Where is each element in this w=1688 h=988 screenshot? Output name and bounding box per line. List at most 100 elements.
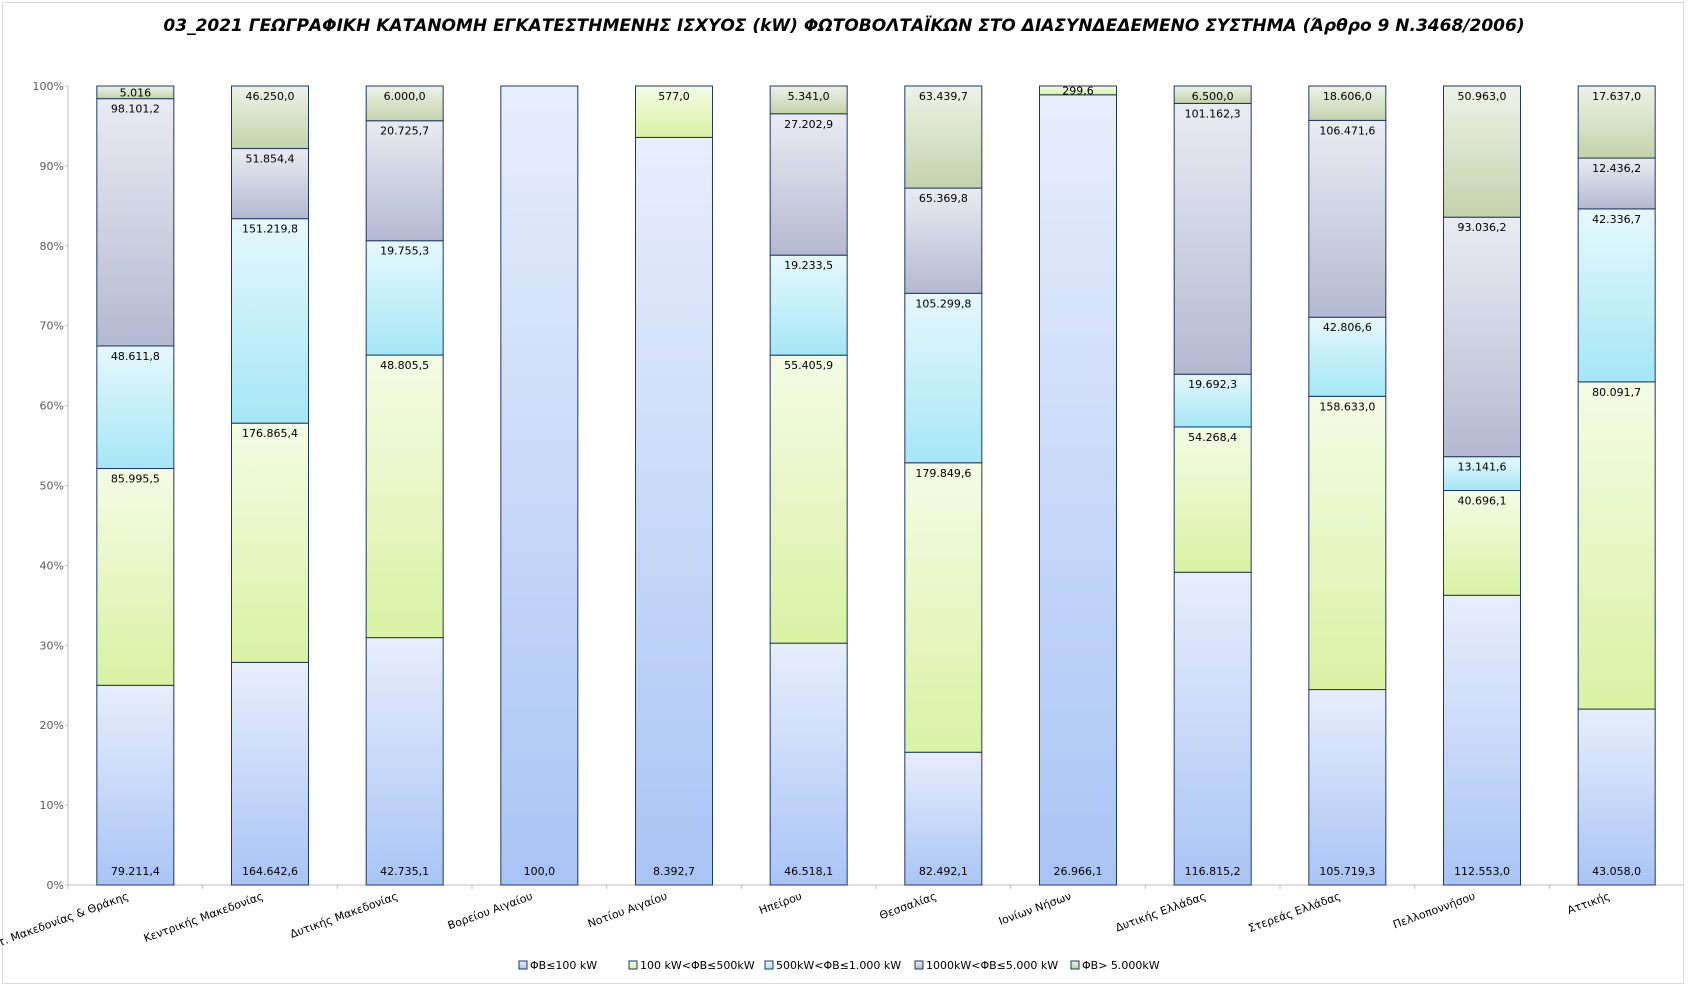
bar-segment [769,113,848,256]
bar-segment [1308,316,1387,397]
bar-segment [1173,102,1252,375]
data-label: 158.633,0 [1319,400,1375,413]
data-label: 82.492,1 [919,865,968,878]
data-label: 6.500,0 [1192,90,1234,103]
data-label: 299,6 [1062,84,1094,97]
data-label: 179.849,6 [915,467,971,480]
bar-segment [904,85,983,189]
data-label: 93.036,2 [1458,221,1507,234]
data-label: 17.637,0 [1592,90,1641,103]
legend-swatch [914,960,924,970]
data-label: 46.250,0 [246,90,295,103]
bar-stack: 82.492,1 179.849,6 105.299,8 65.369,8 63.439… [904,85,983,886]
bar-segment [1577,708,1656,886]
data-label: 63.439,7 [919,90,968,103]
data-label: 176.865,4 [242,427,298,440]
bar-segment [96,85,175,100]
data-label: 105.299,8 [915,297,971,310]
y-tick-label: 40% [40,559,64,572]
bar-segment [1308,119,1387,318]
data-label: 6.000,0 [384,90,426,103]
bar-segment [1173,426,1252,573]
bar-stack: 116.815,2 54.268,4 19.692,3 101.162,3 6.500,… [1173,85,1252,886]
legend-label: ΦΒ> 5.000kW [1082,959,1160,972]
bar-segment [769,254,848,356]
bar-segment [904,751,983,886]
data-label: 43.058,0 [1592,865,1641,878]
bar-stack: 112.553,0 40.696,1 13.141,6 93.036,2 50.963,… [1443,85,1521,886]
y-tick-label: 60% [40,400,64,413]
x-tick-label: Θεσσαλίας [878,890,939,923]
bar-segment [904,292,983,464]
bar-stack: 100,0 [500,85,579,886]
bar-segment [904,187,983,294]
x-tick-label: Αττικής [1566,890,1612,917]
bar-segment [1577,85,1656,159]
y-tick-label: 80% [40,240,64,253]
bar-segment [635,136,713,886]
legend-item: 100 kW<ΦΒ≤500kW [628,959,755,972]
bar-segment [365,637,444,886]
bar-segment [1308,85,1387,121]
bar-segment [1443,594,1521,886]
x-tick-label: Στερεάς Ελλάδας [1246,890,1342,935]
data-label: 42.806,6 [1323,321,1372,334]
data-label: 5.341,0 [788,90,830,103]
bar-stack: 8.392,7 577,0 [635,85,713,886]
data-label: 80.091,7 [1592,386,1641,399]
data-label: 13.141,6 [1458,461,1507,474]
bar-segment [1308,689,1387,886]
bar-segment [1039,85,1117,96]
bar-segment [1443,216,1521,458]
data-label: 54.268,4 [1188,431,1237,444]
data-label: 8.392,7 [653,865,695,878]
data-label: 106.471,6 [1319,124,1375,137]
x-tick-label: Πελλοποννήσου [1391,890,1477,932]
bar-segment [1443,85,1521,218]
bar-segment [96,684,175,886]
bar-stack: 79.211,4 85.995,5 48.611,8 98.101,2 5.016 [96,85,175,886]
bar-segment [1577,208,1656,383]
data-label: 50.963,0 [1458,90,1507,103]
data-label: 46.518,1 [784,865,833,878]
bar-segment [231,148,309,220]
data-label: 48.611,8 [111,350,160,363]
bar-segment [1443,490,1521,596]
bar-stack: 42.735,1 48.805,5 19.755,3 20.725,7 6.000,0 [365,85,444,886]
y-tick-label: 10% [40,799,64,812]
legend-item: ΦΒ> 5.000kW [1070,959,1160,972]
legend-swatch [764,960,774,970]
bar-segment [231,85,309,150]
bar-segment [96,98,175,347]
data-label: 164.642,6 [242,865,298,878]
legend-label: ΦΒ≤100 kW [530,959,597,972]
bar-segment [365,85,444,122]
bar-segment [1443,456,1521,492]
bar-stack: 105.719,3 158.633,0 42.806,6 106.471,6 18.60… [1308,85,1387,886]
legend-item: ΦΒ≤100 kW [518,959,597,972]
data-label: 27.202,9 [784,118,833,131]
data-label: 55.405,9 [784,359,833,372]
bar-stack: 46.518,1 55.405,9 19.233,5 27.202,9 5.341,0 [769,85,848,886]
bar-segment [904,462,983,753]
plot-area: 0% 10% 20% 30% 40% 50% 60% 70% 80% 90% 100% 79.211,… [0,80,1684,956]
x-tick-label: Ανατ. Μακεδονίας & Θράκης [0,890,130,957]
data-label: 19.692,3 [1188,378,1237,391]
legend: ΦΒ≤100 kW 100 kW<ΦΒ≤500kW 500kW<ΦΒ≤1.000 k… [518,959,1160,972]
data-label: 26.966,1 [1054,865,1103,878]
y-tick-label: 50% [40,480,64,493]
bar-segment [769,85,848,115]
data-label: 42.735,1 [380,865,429,878]
data-label: 12.436,2 [1592,162,1641,175]
legend-label: 1000kW<ΦΒ≤5.000 kW [926,959,1058,972]
data-label: 48.805,5 [380,359,429,372]
legend-swatch [518,960,528,970]
data-label: 85.995,5 [111,473,160,486]
x-tick-label: Κεντρικής Μακεδονίας [142,890,265,945]
data-label: 42.336,7 [1592,213,1641,226]
x-tick-label: Ηπείρου [757,890,803,917]
legend-label: 500kW<ΦΒ≤1.000 kW [776,959,901,972]
bar-segment [1308,395,1387,691]
bar-stack: 26.966,1 299,6 [1039,84,1117,886]
